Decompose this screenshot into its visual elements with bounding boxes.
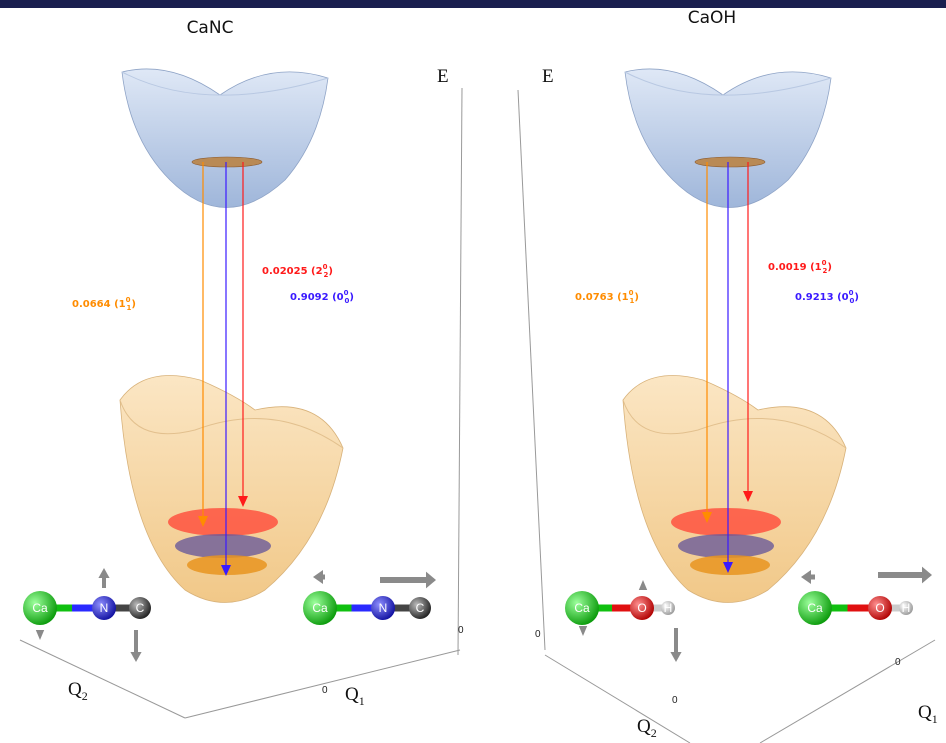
atom-label: Ca [312,601,328,615]
q2-axis-symbol: Q [68,679,82,700]
move-arrow-head [670,652,681,662]
top-bar [0,0,946,8]
q2-axis-subscript: 2 [82,689,88,703]
fc-upper: 0 [344,289,349,297]
move-arrow-head [426,572,436,589]
atom-label: N [379,601,388,615]
axis-line [185,650,460,718]
axis-line [458,88,462,655]
move-arrow-head [801,570,811,584]
fc-value: 0.0763 (1 [575,292,629,303]
q2-axis-subscript: 2 [651,726,657,740]
atom-label: O [875,601,884,615]
atom-label: C [416,601,425,615]
move-arrow-head [36,630,44,640]
panel-title: CaNC [187,18,234,38]
atom-label: Ca [574,601,590,615]
energy-axis-label: E [437,66,449,87]
atom-label: Ca [807,601,823,615]
move-arrow-head [130,652,141,662]
level-purple [175,534,271,558]
excited-surface [122,69,328,208]
move-arrow-head [98,568,109,578]
fc-upper: 0 [126,296,131,304]
fc-value: 0.0019 (1 [768,262,822,273]
fc-upper: 0 [629,289,634,297]
axis-line [20,640,185,718]
fc-close: ) [349,292,354,303]
move-arrow-head [313,570,323,584]
level-red [671,508,781,536]
q1-axis-symbol: Q [918,702,932,723]
q1-axis-subscript: 1 [359,694,365,708]
fc-value: 0.9092 (0 [290,292,344,303]
axis-line [545,655,690,743]
fc-upper: 0 [849,289,854,297]
atom-label: C [136,601,145,615]
axis-tick-label: 0 [672,695,678,706]
atom-label: H [664,601,673,615]
excited-level [695,157,765,167]
atom-label: O [637,601,646,615]
q2-axis-label: Q2 [68,679,88,703]
fc-close: ) [634,292,639,303]
fc-close: ) [328,266,333,277]
panel-title: CaOH [688,8,736,28]
fc-close: ) [827,262,832,273]
fc-close: ) [854,292,859,303]
axis-tick-label: 0 [895,657,901,668]
q2-axis-symbol: Q [637,716,651,737]
level-red [168,508,278,536]
fc-upper: 0 [323,263,328,271]
move-arrow-head [579,626,587,636]
axis-tick-label: 0 [535,629,541,640]
level-purple [678,534,774,558]
fc-value: 0.0664 (1 [72,299,126,310]
axis-line [518,90,545,650]
fc-value: 0.9213 (0 [795,292,849,303]
axis-line [760,640,935,743]
q1-axis-symbol: Q [345,684,359,705]
q2-axis-label: Q2 [637,716,657,740]
energy-axis-label: E [542,66,554,87]
fc-upper: 0 [822,259,827,267]
q1-axis-label: Q1 [918,702,938,726]
axis-tick-label: 0 [322,685,328,696]
axis-tick-label: 0 [458,625,464,636]
fc-close: ) [131,299,136,310]
atom-label: N [100,601,109,615]
move-arrow-head [922,567,932,584]
figure: CaNCEQ2Q1000.0664 (101)0.02025 (202)0.90… [0,0,946,743]
q1-axis-label: Q1 [345,684,365,708]
fc-value: 0.02025 (2 [262,266,323,277]
move-arrow-head [639,580,647,590]
atom-label: H [902,601,911,615]
atom-label: Ca [32,601,48,615]
q1-axis-subscript: 1 [932,712,938,726]
